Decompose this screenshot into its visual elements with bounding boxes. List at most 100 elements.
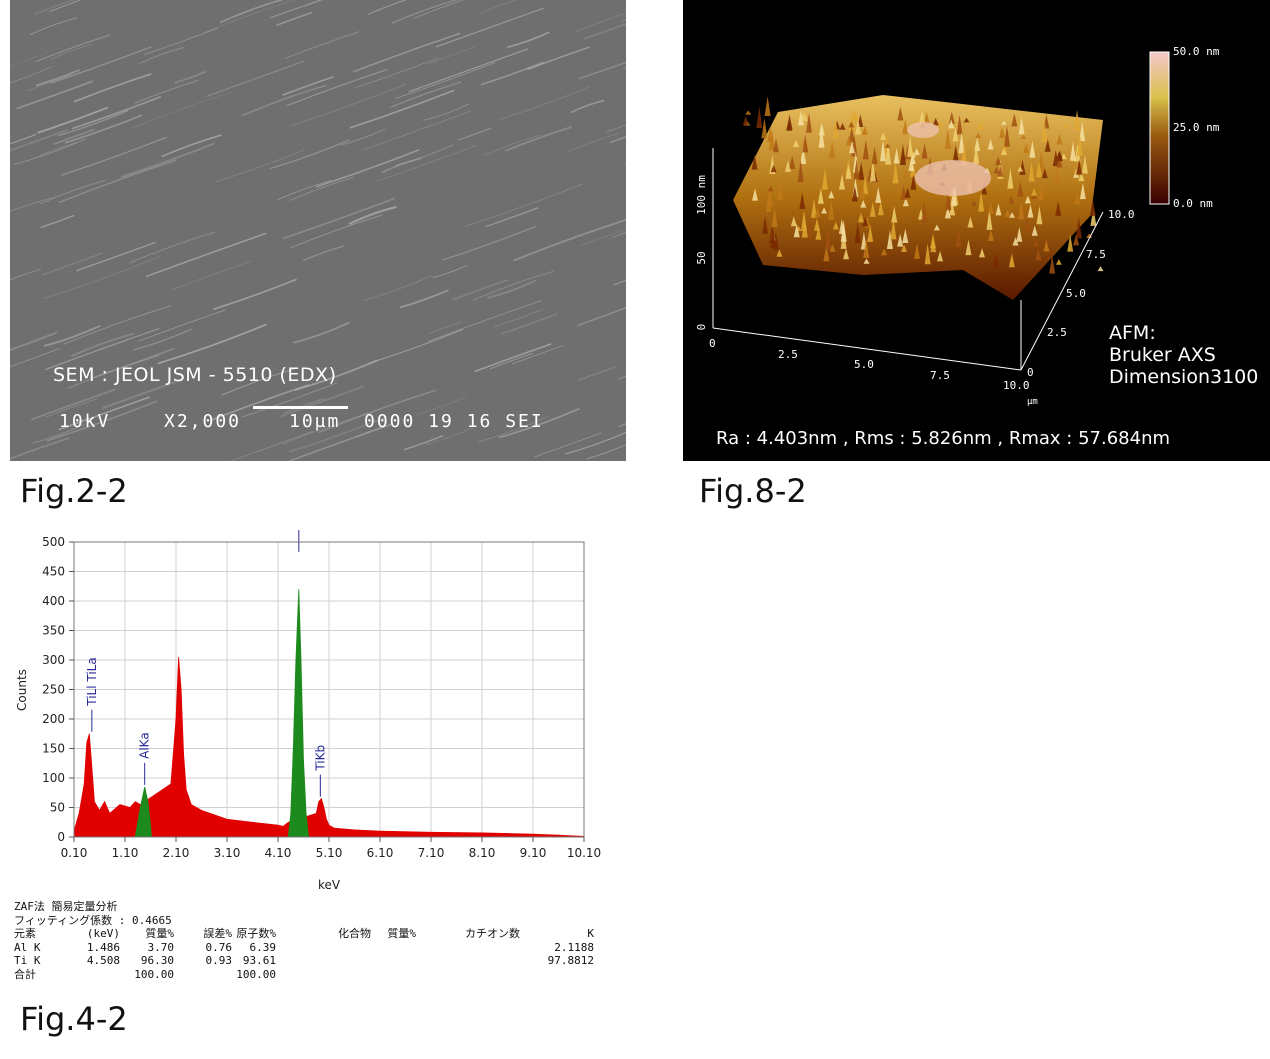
sem-image-id: 0000 19 16 SEI (364, 411, 544, 432)
zaf-cell: 質量% (387, 927, 416, 940)
edx-spectrum-chart: TiLl TiLaAlKaTiKaTiKb 050100150200250300… (15, 530, 601, 892)
edx-gridlines (73, 541, 585, 838)
afm-unit: µm (1027, 397, 1038, 407)
sem-scale-label: 10µm (289, 411, 341, 432)
zaf-cell: 0.76 (205, 940, 233, 954)
afm-z-tick-50: 50 (695, 251, 708, 264)
zaf-cell: 原子数% (236, 927, 276, 940)
afm-y-tick: 2.5 (1047, 326, 1067, 339)
edx-x-tick-label: 8.10 (469, 846, 496, 860)
afm-caption: Fig.8-2 (699, 472, 807, 510)
sem-instrument-label: SEM : JEOL JSM - 5510 (EDX) (53, 364, 337, 386)
zaf-data-row: 合計 100.00 100.00 (14, 968, 614, 982)
afm-instrument-line: AFM: (1109, 322, 1156, 344)
afm-instrument-line: Dimension3100 (1109, 366, 1259, 388)
afm-image-panel: 50.0 nm 25.0 nm 0.0 nm 100 nm 50 0 0 2.5… (683, 0, 1270, 461)
edx-y-tick-label: 400 (42, 594, 65, 608)
zaf-cell: Al K (14, 940, 41, 954)
afm-y-tick: 7.5 (1086, 248, 1106, 261)
afm-colorbar (1149, 51, 1170, 205)
zaf-cell: (keV) (86, 927, 120, 940)
edx-x-tick-label: 6.10 (367, 846, 394, 860)
zaf-cell: 3.70 (147, 940, 175, 954)
edx-peak-labels: TiLl TiLaAlKaTiKaTiKb (85, 530, 327, 797)
afm-y-tick: 0 (1027, 366, 1034, 379)
afm-colorbar-min: 0.0 nm (1173, 197, 1213, 210)
sem-voltage: 10kV (59, 411, 111, 432)
edx-series (73, 589, 585, 838)
afm-z-tick-100: 100 nm (695, 175, 708, 215)
edx-y-tick-label: 450 (42, 565, 65, 579)
zaf-cell: 4.508 (86, 954, 120, 967)
edx-spectrum-area (73, 657, 585, 838)
zaf-cell: カチオン数 (465, 927, 520, 940)
zaf-cell: K (587, 927, 594, 940)
afm-x-tick: 5.0 (854, 358, 874, 371)
edx-x-ticks: 0.10 1.10 2.10 3.10 4.10 5.10 6.10 7.10 8.10 9.10… (61, 837, 601, 860)
afm-colorbar-mid: 25.0 nm (1173, 121, 1220, 134)
zaf-cell: 93.61 (242, 954, 276, 967)
edx-y-tick-label: 150 (42, 742, 65, 756)
edx-x-tick-label: 2.10 (163, 846, 190, 860)
zaf-fitting-coefficient: フィッティング係数 : 0.4665 (14, 913, 172, 927)
edx-x-axis-label: keV (318, 878, 341, 892)
zaf-cell: 0.93 (205, 954, 233, 967)
zaf-cell: 元素 (14, 927, 36, 940)
zaf-cell: 合計 (14, 967, 36, 981)
afm-x-tick: 0 (709, 337, 716, 350)
edx-y-tick-label: 50 (50, 801, 65, 815)
edx-y-tick-label: 350 (42, 624, 65, 638)
edx-y-axis-label: Counts (15, 669, 29, 711)
sem-caption: Fig.2-2 (20, 472, 128, 510)
edx-x-tick-label: 5.10 (316, 846, 343, 860)
edx-x-tick-label: 3.10 (214, 846, 241, 860)
edx-y-ticks: 0 50 100 150 200 250 300 350 400 450 500 (42, 535, 74, 844)
zaf-cell: 96.30 (140, 954, 174, 967)
afm-y-tick: 10.0 (1108, 208, 1135, 221)
edx-identified-peak (287, 589, 310, 838)
edx-x-tick-label: 7.10 (418, 846, 445, 860)
zaf-header-row: 元素 (keV) 質量% 誤差% 原子数% 化合物 質量% カチオン数 K (14, 927, 614, 941)
zaf-cell: 1.486 (86, 940, 120, 954)
edx-x-tick-label: 1.10 (112, 846, 139, 860)
afm-instrument-line: Bruker AXS (1109, 344, 1216, 366)
edx-y-tick-label: 250 (42, 683, 65, 697)
afm-axes (712, 148, 1104, 371)
afm-3d-plot: 50.0 nm 25.0 nm 0.0 nm 100 nm 50 0 0 2.5… (695, 45, 1220, 407)
edx-peak-label: TiLl TiLa (85, 657, 99, 706)
edx-y-tick-label: 300 (42, 653, 65, 667)
zaf-cell: 質量% (145, 927, 174, 940)
zaf-cell: 2.1188 (554, 940, 594, 954)
edx-y-tick-label: 100 (42, 771, 65, 785)
afm-colorbar-max: 50.0 nm (1173, 45, 1220, 58)
edx-peak-label: AlKa (138, 732, 152, 759)
zaf-data-row: Ti K 4.508 96.30 0.93 93.61 97.8812 (14, 954, 614, 968)
afm-x-tick: 10.0 (1003, 379, 1030, 392)
edx-y-tick-label: 0 (57, 830, 65, 844)
edx-x-tick-label: 4.10 (265, 846, 292, 860)
zaf-data-row: Al K 1.486 3.70 0.76 6.39 2.1188 (14, 941, 614, 955)
zaf-cell: 6.39 (249, 940, 277, 954)
zaf-cell: Ti K (14, 954, 41, 967)
edx-caption: Fig.4-2 (20, 1000, 128, 1038)
zaf-cell: 100.00 (236, 967, 276, 981)
afm-roughness-stats: Ra : 4.403nm , Rms : 5.826nm , Rmax : 57… (716, 428, 1171, 449)
edx-x-tick-label: 10.10 (567, 846, 601, 860)
edx-peak-label: TiKb (313, 745, 327, 772)
zaf-cell: 97.8812 (547, 954, 594, 967)
zaf-analysis-table: ZAF法 簡易定量分析 フィッティング係数 : 0.4665 元素 (keV) 質量… (14, 900, 614, 981)
edx-x-tick-label: 9.10 (520, 846, 547, 860)
zaf-cell: 化合物 (338, 927, 371, 940)
zaf-title: ZAF法 簡易定量分析 (14, 900, 118, 913)
sem-scale-bar (253, 406, 348, 409)
zaf-cell: 誤差% (203, 927, 232, 940)
edx-y-tick-label: 500 (42, 535, 65, 549)
afm-y-tick: 5.0 (1066, 287, 1086, 300)
sem-magnification: X2,000 (164, 411, 242, 432)
zaf-cell: 100.00 (134, 967, 174, 981)
afm-x-tick: 7.5 (930, 369, 950, 382)
sem-image-panel: SEM : JEOL JSM - 5510 (EDX) 10kV X2,000 … (10, 0, 626, 461)
afm-x-tick: 2.5 (778, 348, 798, 361)
edx-x-tick-label: 0.10 (61, 846, 88, 860)
sem-texture (10, 0, 626, 461)
